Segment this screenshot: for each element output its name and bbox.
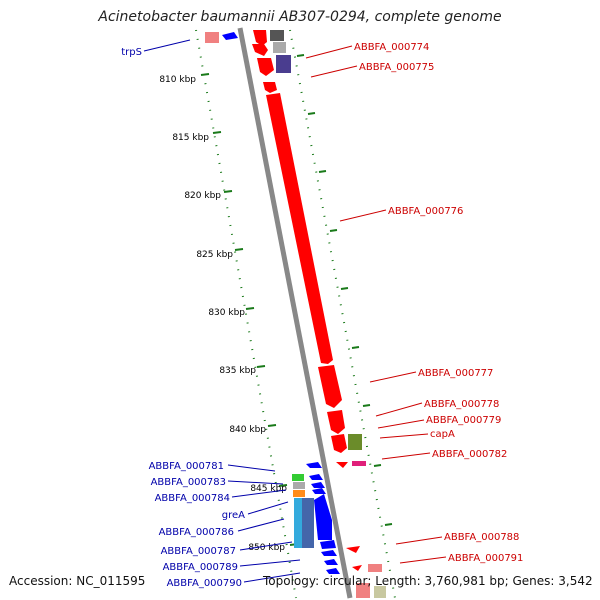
gene-label-grea: greA bbox=[222, 510, 245, 521]
gene-forward bbox=[276, 55, 291, 73]
outer-guide-ring bbox=[289, 29, 396, 599]
gene-forward bbox=[336, 462, 348, 468]
accession-text: Accession: NC_011595 bbox=[9, 574, 146, 588]
gene-label-abbfa-000787: ABBFA_000787 bbox=[161, 546, 236, 557]
tick-label: 810 kbp bbox=[159, 75, 196, 85]
gene-label-abbfa-000783: ABBFA_000783 bbox=[151, 477, 226, 488]
gene-label-abbfa-000788: ABBFA_000788 bbox=[444, 532, 519, 543]
tick-label: 825 kbp bbox=[196, 250, 233, 260]
gene-reverse bbox=[292, 474, 304, 481]
tick-label: 815 kbp bbox=[172, 133, 209, 143]
gene-reverse bbox=[222, 32, 238, 40]
gene-forward bbox=[352, 565, 362, 571]
gene-forward bbox=[270, 30, 284, 41]
forward-strand-genes bbox=[252, 30, 386, 598]
gene-forward bbox=[368, 564, 382, 572]
gene-label-abbfa-000789: ABBFA_000789 bbox=[163, 562, 238, 573]
gene-label-abbfa-000784: ABBFA_000784 bbox=[155, 493, 230, 504]
gene-forward bbox=[257, 58, 274, 76]
gene-reverse bbox=[312, 488, 326, 494]
tick-label: 830 kbp bbox=[208, 308, 245, 318]
gene-label-abbfa-000778: ABBFA_000778 bbox=[424, 399, 499, 410]
tick-label: 845 kbp bbox=[250, 484, 287, 494]
gene-label-abbfa-000777: ABBFA_000777 bbox=[418, 368, 493, 379]
reverse-label-leaders bbox=[143, 39, 301, 583]
map-title: Acinetobacter baumannii AB307-0294, comp… bbox=[98, 9, 502, 25]
gene-label-abbfa-000786: ABBFA_000786 bbox=[159, 527, 234, 538]
gene-forward bbox=[253, 30, 267, 46]
gene-reverse bbox=[294, 498, 302, 548]
gene-label-abbfa-000790: ABBFA_000790 bbox=[167, 578, 242, 589]
genome-backbone bbox=[237, 27, 353, 599]
gene-label-trps: trpS bbox=[121, 47, 142, 58]
gene-forward bbox=[348, 434, 362, 450]
outer-ring-ticks bbox=[296, 54, 393, 526]
tick-label: 850 kbp bbox=[248, 543, 285, 553]
gene-forward bbox=[327, 410, 345, 434]
gene-reverse bbox=[302, 498, 314, 548]
gene-forward bbox=[374, 586, 386, 598]
gene-label-abbfa-000782: ABBFA_000782 bbox=[432, 449, 507, 460]
genome-summary-text: Topology: circular; Length: 3,760,981 bp… bbox=[263, 574, 593, 588]
forward-gene-labels: ABBFA_000774 ABBFA_000775 ABBFA_000776 A… bbox=[354, 42, 523, 564]
forward-label-leaders bbox=[305, 45, 447, 564]
tick-labels: 810 kbp 815 kbp 820 kbp 825 kbp 830 kbp … bbox=[159, 75, 287, 553]
gene-forward bbox=[352, 461, 366, 466]
gene-reverse bbox=[309, 474, 323, 480]
inner-guide-ring bbox=[195, 29, 297, 599]
gene-reverse bbox=[311, 482, 325, 488]
gene-forward bbox=[318, 365, 342, 408]
gene-reverse bbox=[324, 559, 338, 565]
tick-label: 820 kbp bbox=[184, 191, 221, 201]
gene-reverse bbox=[293, 490, 305, 497]
gene-reverse bbox=[320, 540, 336, 549]
gene-label-capa: capA bbox=[430, 429, 455, 440]
gene-label-abbfa-000779: ABBFA_000779 bbox=[426, 415, 501, 426]
gene-label-abbfa-000791: ABBFA_000791 bbox=[448, 553, 523, 564]
gene-forward-long bbox=[266, 93, 333, 364]
gene-forward bbox=[346, 546, 360, 553]
gene-reverse bbox=[321, 550, 337, 556]
tick-label: 840 kbp bbox=[229, 425, 266, 435]
gene-label-abbfa-000776: ABBFA_000776 bbox=[388, 206, 463, 217]
gene-reverse bbox=[314, 494, 332, 540]
gene-forward bbox=[252, 44, 268, 56]
gene-label-abbfa-000774: ABBFA_000774 bbox=[354, 42, 429, 53]
gene-reverse bbox=[326, 568, 340, 574]
reverse-strand-genes bbox=[205, 32, 340, 574]
gene-forward bbox=[331, 434, 347, 453]
gene-forward bbox=[263, 82, 277, 93]
gene-label-abbfa-000775: ABBFA_000775 bbox=[359, 62, 434, 73]
gene-forward bbox=[356, 583, 370, 598]
tick-label: 835 kbp bbox=[219, 366, 256, 376]
gene-label-abbfa-000781: ABBFA_000781 bbox=[149, 461, 224, 472]
reverse-gene-labels: trpS ABBFA_000781 ABBFA_000783 ABBFA_000… bbox=[121, 47, 245, 589]
gene-forward bbox=[273, 42, 286, 53]
gene-reverse bbox=[205, 32, 219, 43]
gene-reverse bbox=[306, 462, 322, 468]
gene-reverse bbox=[293, 482, 305, 489]
